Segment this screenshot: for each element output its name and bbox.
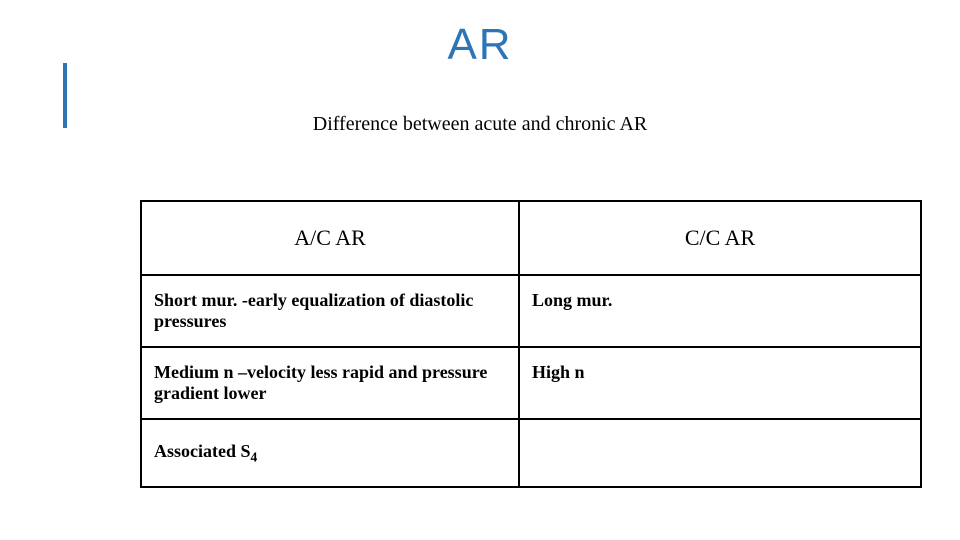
cell-right [519,419,921,487]
cell-left: Short mur. -early equalization of diasto… [141,275,519,347]
cell-left-text: Short mur. -early equalization of diasto… [154,290,473,331]
cell-left-text: Associated S [154,441,251,461]
header-cc-ar: C/C AR [519,201,921,275]
table-row: Medium n –velocity less rapid and pressu… [141,347,921,419]
page-subtitle: Difference between acute and chronic AR [0,113,960,136]
cell-right: Long mur. [519,275,921,347]
header-ac-ar: A/C AR [141,201,519,275]
table-body: Short mur. -early equalization of diasto… [141,275,921,487]
cell-left: Medium n –velocity less rapid and pressu… [141,347,519,419]
table-row: Short mur. -early equalization of diasto… [141,275,921,347]
cell-left: Associated S4 [141,419,519,487]
cell-right-text: High n [532,362,585,382]
cell-left-text: Medium n –velocity less rapid and pressu… [154,362,487,403]
table-header-row: A/C AR C/C AR [141,201,921,275]
table-row: Associated S4 [141,419,921,487]
cell-right: High n [519,347,921,419]
cell-left-subscript: 4 [251,449,258,464]
comparison-table: A/C AR C/C AR Short mur. -early equaliza… [140,200,922,488]
page-title: AR [0,20,960,70]
cell-right-text: Long mur. [532,290,612,310]
